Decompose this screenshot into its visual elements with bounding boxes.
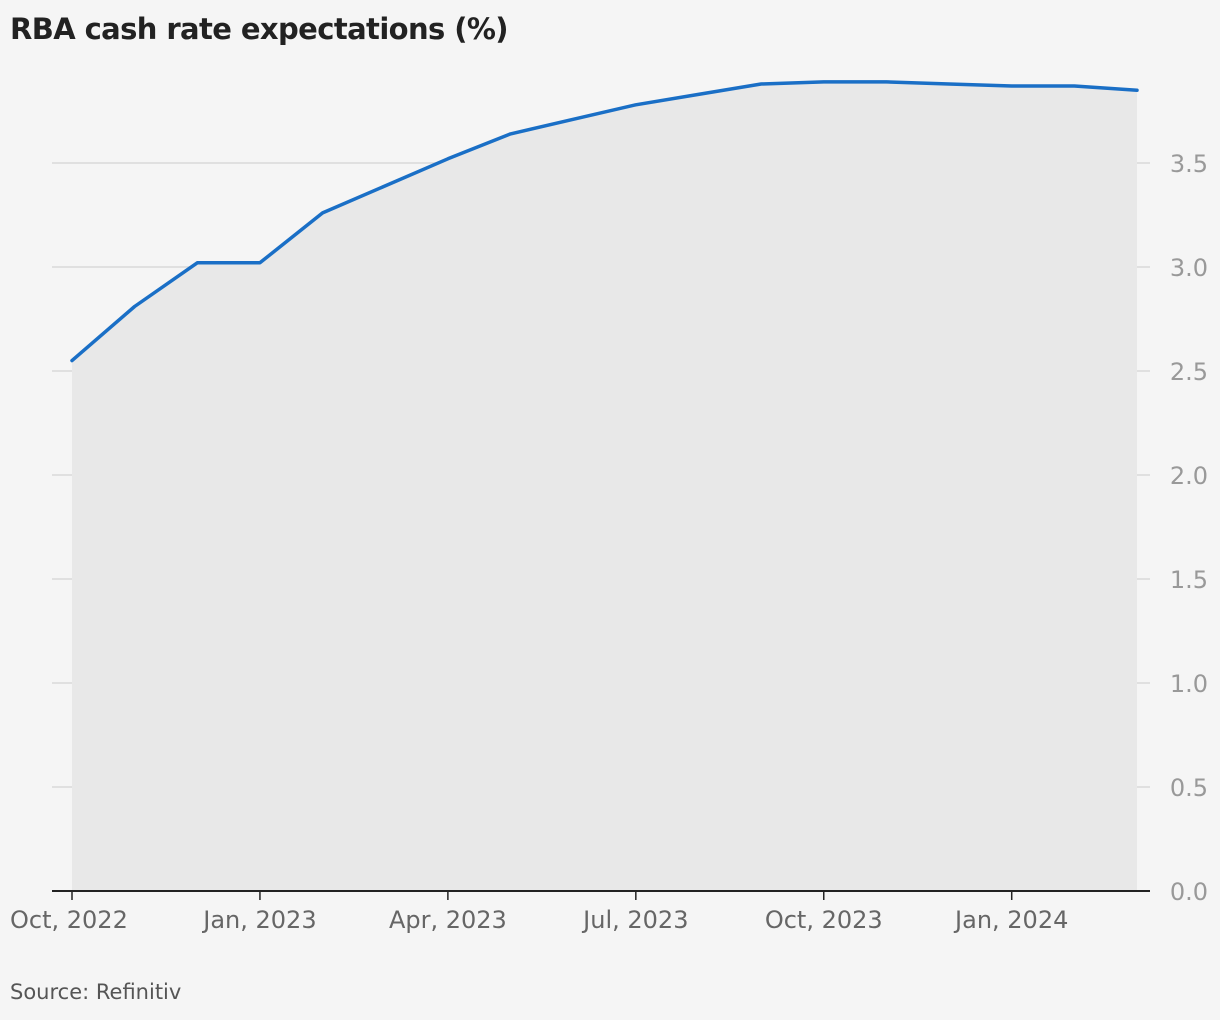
x-tick-label: Apr, 2023 <box>389 906 507 934</box>
chart-title: RBA cash rate expectations (%) <box>10 12 509 46</box>
y-tick-label: 1.5 <box>1170 566 1208 594</box>
y-tick-label: 2.5 <box>1170 358 1208 386</box>
x-tick-label: Jan, 2023 <box>201 906 316 934</box>
series-line <box>70 80 1139 363</box>
y-tick-label: 0.0 <box>1170 878 1208 906</box>
y-tick-label: 0.5 <box>1170 774 1208 802</box>
source-note: Source: Refinitiv <box>10 980 182 1004</box>
x-tick-label: Oct, 2023 <box>765 906 883 934</box>
y-tick-label: 2.0 <box>1170 462 1208 490</box>
y-tick-label: 3.5 <box>1170 150 1208 178</box>
x-axis-ticks: Oct, 2022 Jan, 2023 Apr, 2023 Jul, 2023 Oct,… <box>10 891 1068 934</box>
area-fill <box>72 81 1137 891</box>
x-tick-label: Jul, 2023 <box>581 906 688 934</box>
y-axis-ticks: 0.0 0.5 1.0 1.5 2.0 2.5 3.0 3.5 <box>1170 150 1208 906</box>
y-tick-label: 3.0 <box>1170 254 1208 282</box>
x-tick-label: Oct, 2022 <box>10 906 128 934</box>
x-tick-label: Jan, 2024 <box>953 906 1068 934</box>
y-tick-label: 1.0 <box>1170 670 1208 698</box>
